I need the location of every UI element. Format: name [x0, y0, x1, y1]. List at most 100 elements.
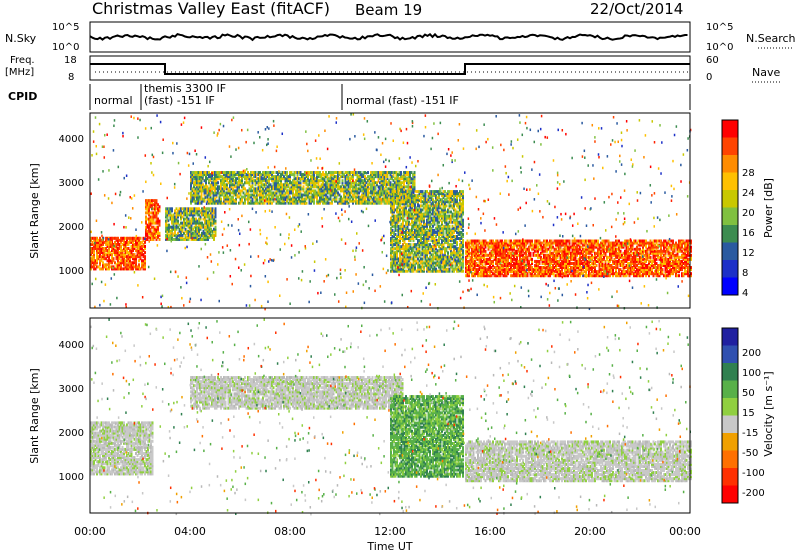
data-cell — [383, 193, 386, 197]
data-cell — [165, 237, 167, 241]
data-cell — [353, 199, 356, 203]
data-cell — [133, 238, 136, 242]
data-cell — [148, 207, 150, 211]
data-cell — [355, 195, 357, 199]
data-cell — [205, 235, 208, 239]
data-cell — [296, 185, 299, 189]
data-cell — [221, 191, 224, 195]
data-cell — [194, 173, 197, 177]
data-cell — [256, 195, 258, 199]
data-cell — [317, 191, 320, 195]
data-cell — [233, 201, 236, 205]
data-cell — [152, 211, 155, 215]
data-cell — [274, 179, 276, 183]
data-cell — [289, 197, 291, 201]
data-cell — [259, 177, 261, 181]
data-cell — [290, 187, 293, 191]
data-cell — [213, 235, 215, 239]
data-cell — [374, 201, 377, 205]
data-cell — [268, 189, 270, 193]
data-cell — [199, 233, 202, 237]
data-cell — [313, 191, 315, 195]
data-cell — [186, 223, 188, 227]
data-cell — [221, 177, 224, 181]
data-cell — [296, 195, 299, 199]
data-cell — [308, 179, 311, 183]
data-cell — [356, 175, 359, 179]
data-cell — [106, 255, 109, 259]
data-cell — [308, 191, 311, 195]
data-cell — [189, 221, 191, 225]
data-cell — [214, 209, 217, 213]
data-cell — [169, 225, 172, 229]
data-cell — [180, 229, 182, 233]
data-cell — [181, 233, 184, 237]
data-cell — [207, 221, 209, 225]
data-cell — [292, 173, 294, 177]
data-cell — [136, 255, 139, 259]
data-cell — [168, 213, 170, 217]
data-cell — [332, 173, 335, 177]
data-cell — [316, 191, 318, 195]
data-cell — [229, 179, 231, 183]
data-cell — [335, 199, 338, 203]
data-cell — [331, 193, 333, 197]
data-cell — [259, 189, 261, 193]
data-cell — [168, 237, 170, 241]
data-cell — [398, 177, 401, 181]
data-cell — [376, 173, 378, 177]
data-cell — [347, 197, 350, 201]
data-cell — [229, 193, 231, 197]
data-cell — [94, 238, 97, 242]
data-cell — [338, 181, 341, 185]
data-cell — [132, 253, 134, 257]
data-cell — [371, 183, 374, 187]
data-cell — [286, 195, 288, 199]
data-cell — [313, 185, 315, 189]
data-cell — [103, 247, 106, 251]
data-cell — [367, 197, 369, 201]
data-cell — [251, 201, 254, 205]
data-cell — [383, 201, 386, 205]
data-cell — [192, 215, 194, 219]
data-cell — [329, 191, 332, 195]
data-cell — [193, 233, 196, 237]
data-cell — [223, 181, 225, 185]
data-cell — [346, 193, 348, 197]
data-cell — [199, 173, 201, 177]
data-cell — [338, 179, 341, 183]
data-cell — [362, 181, 365, 185]
data-cell — [192, 213, 194, 217]
data-cell — [341, 187, 344, 191]
data-cell — [326, 189, 329, 193]
data-cell — [181, 207, 184, 211]
data-cell — [275, 175, 278, 179]
data-cell — [365, 181, 368, 185]
data-cell — [130, 247, 133, 251]
data-cell — [371, 191, 374, 195]
data-cell — [205, 175, 207, 179]
data-cell — [242, 183, 245, 187]
data-cell — [226, 171, 228, 175]
data-cell — [135, 236, 137, 240]
data-cell — [133, 257, 136, 261]
data-cell — [211, 233, 214, 237]
data-cell — [123, 249, 125, 253]
data-cell — [145, 211, 147, 215]
data-cell — [200, 195, 203, 199]
data-cell — [223, 171, 225, 175]
data-cell — [346, 177, 348, 181]
data-cell — [386, 195, 389, 199]
data-cell — [340, 201, 342, 205]
data-cell — [202, 213, 205, 217]
data-cell — [394, 185, 396, 189]
data-cell — [302, 193, 305, 197]
data-cell — [259, 175, 261, 179]
data-cell — [208, 193, 210, 197]
data-cell — [380, 183, 383, 187]
data-cell — [308, 183, 311, 187]
data-cell — [373, 201, 375, 205]
data-cell — [286, 197, 288, 201]
data-cell — [253, 179, 255, 183]
data-cell — [224, 191, 227, 195]
